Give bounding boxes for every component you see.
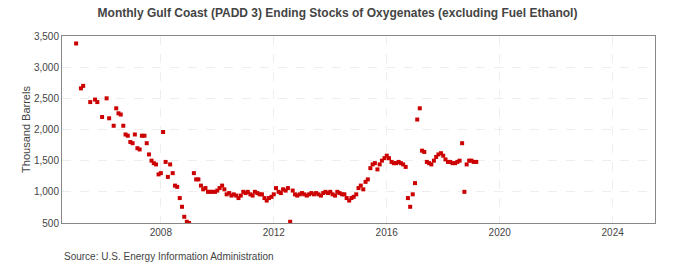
svg-text:2020: 2020: [489, 227, 512, 238]
svg-text:2016: 2016: [376, 227, 399, 238]
svg-text:2024: 2024: [602, 227, 625, 238]
svg-text:2,500: 2,500: [34, 93, 59, 104]
svg-text:Monthly Gulf Coast (PADD 3) En: Monthly Gulf Coast (PADD 3) Ending Stock…: [98, 6, 578, 20]
svg-text:Source: U.S. Energy Informatio: Source: U.S. Energy Information Administ…: [64, 251, 274, 262]
svg-text:2008: 2008: [150, 227, 173, 238]
svg-text:1,500: 1,500: [34, 155, 59, 166]
svg-text:3,500: 3,500: [34, 31, 59, 42]
svg-text:Thousand Barrels: Thousand Barrels: [20, 86, 32, 173]
svg-text:2,000: 2,000: [34, 124, 59, 135]
svg-text:3,000: 3,000: [34, 62, 59, 73]
svg-text:2012: 2012: [263, 227, 286, 238]
svg-text:500: 500: [42, 218, 59, 229]
svg-text:1,000: 1,000: [34, 186, 59, 197]
